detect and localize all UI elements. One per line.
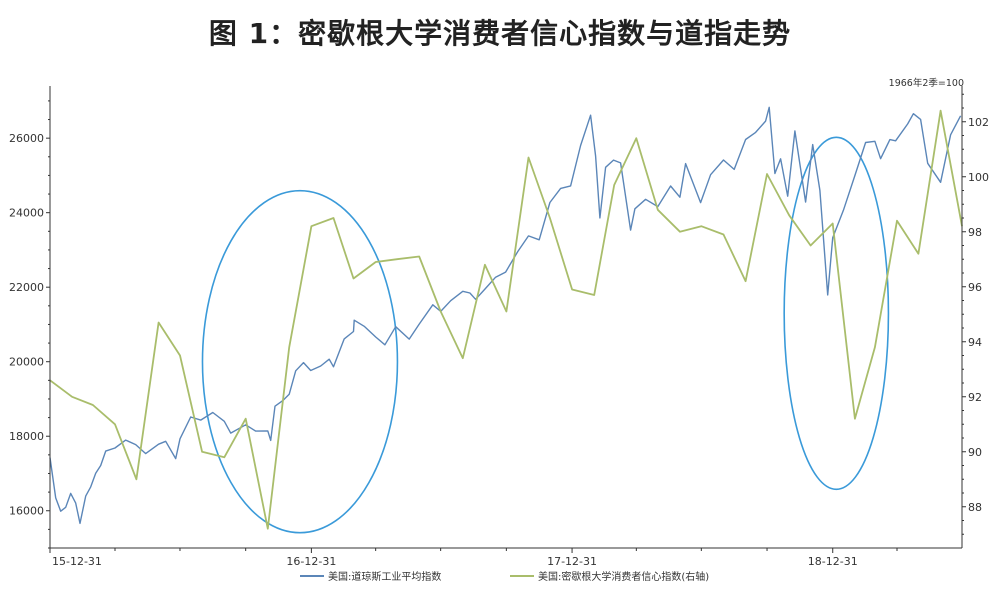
- axes-layer: [49, 86, 963, 549]
- right-tick-label: 94: [968, 336, 982, 349]
- right-tick-label: 98: [968, 226, 982, 239]
- right-ticks: 88 90 92 94 96 98 100 102: [962, 93, 989, 535]
- right-tick-label: 90: [968, 446, 982, 459]
- left-tick-label: 16000: [9, 505, 44, 518]
- highlight-ellipse: [783, 136, 890, 491]
- highlight-ellipse: [201, 189, 399, 534]
- left-tick-label: 22000: [9, 281, 44, 294]
- right-tick-label: 92: [968, 391, 982, 404]
- right-axis-unit: 1966年2季=100: [889, 77, 964, 89]
- chart-title: 图 1：密歇根大学消费者信心指数与道指走势: [208, 17, 792, 50]
- series-line-sentiment: [49, 109, 963, 530]
- legend-label: 美国:道琼斯工业平均指数: [328, 570, 441, 583]
- left-tick-label: 18000: [9, 430, 44, 443]
- annotations: [201, 136, 890, 534]
- right-tick-label: 88: [968, 501, 982, 514]
- left-tick-label: 26000: [9, 132, 44, 145]
- legend: 美国:道琼斯工业平均指数 美国:密歇根大学消费者信心指数(右轴): [300, 570, 709, 583]
- legend-label: 美国:密歇根大学消费者信心指数(右轴): [538, 570, 709, 583]
- x-tick-label: 15-12-31: [52, 555, 102, 568]
- left-tick-label: 20000: [9, 356, 44, 369]
- series-layer: [49, 106, 963, 530]
- right-tick-label: 100: [968, 171, 989, 184]
- x-tick-label: 16-12-31: [286, 555, 336, 568]
- x-tick-label: 17-12-31: [547, 555, 597, 568]
- x-tick-label: 18-12-31: [808, 555, 858, 568]
- left-ticks: 16000 18000 20000 22000 24000 26000: [9, 100, 50, 549]
- x-ticks: 15-12-31 16-12-31 17-12-31 18-12-31: [49, 548, 898, 568]
- right-tick-label: 96: [968, 281, 982, 294]
- left-tick-label: 24000: [9, 207, 44, 220]
- series-line-dow: [49, 106, 962, 525]
- right-tick-label: 102: [968, 116, 989, 129]
